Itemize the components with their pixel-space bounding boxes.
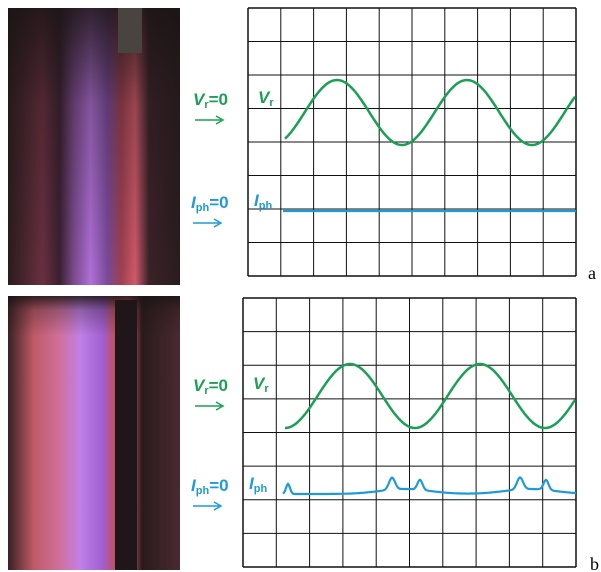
equals-zero: =0: [209, 476, 228, 495]
arrow-head: [215, 115, 225, 125]
panel-label: b: [590, 554, 599, 572]
iph-trace: [282, 476, 577, 496]
panel-label: a: [588, 263, 596, 283]
zero-label: Iph=0: [191, 476, 229, 497]
symbol: I: [249, 474, 255, 493]
symbol: I: [191, 193, 197, 212]
vr-trace: [284, 362, 577, 430]
vr-trace: [284, 78, 577, 147]
subscript: ph: [254, 483, 268, 495]
trace-label: Vr: [253, 374, 269, 395]
equals-zero: =0: [209, 376, 228, 395]
subscript: r: [204, 99, 209, 111]
trace-label: Iph: [249, 474, 267, 495]
symbol: V: [193, 376, 206, 395]
arrow-head: [215, 401, 225, 411]
photo-b: [8, 296, 180, 570]
symbol: V: [253, 374, 266, 393]
zero-label: Iph=0: [191, 193, 229, 214]
equals-zero: =0: [209, 90, 228, 109]
subscript: ph: [196, 485, 210, 497]
subscript: r: [264, 383, 269, 395]
arrow-head: [213, 501, 223, 511]
zero-label: Vr=0: [193, 376, 228, 397]
symbol: V: [193, 90, 206, 109]
subscript: r: [204, 385, 209, 397]
photo-a: [8, 8, 180, 285]
zero-label: Vr=0: [193, 90, 228, 111]
symbol: I: [254, 191, 260, 210]
arrow-head: [213, 218, 223, 228]
subscript: ph: [259, 200, 273, 212]
symbol: V: [258, 88, 271, 107]
trace-label: Iph: [254, 191, 272, 212]
trace-label: Vr: [258, 88, 274, 109]
equals-zero: =0: [209, 193, 228, 212]
symbol: I: [191, 476, 197, 495]
subscript: ph: [196, 202, 210, 214]
subscript: r: [269, 97, 274, 109]
